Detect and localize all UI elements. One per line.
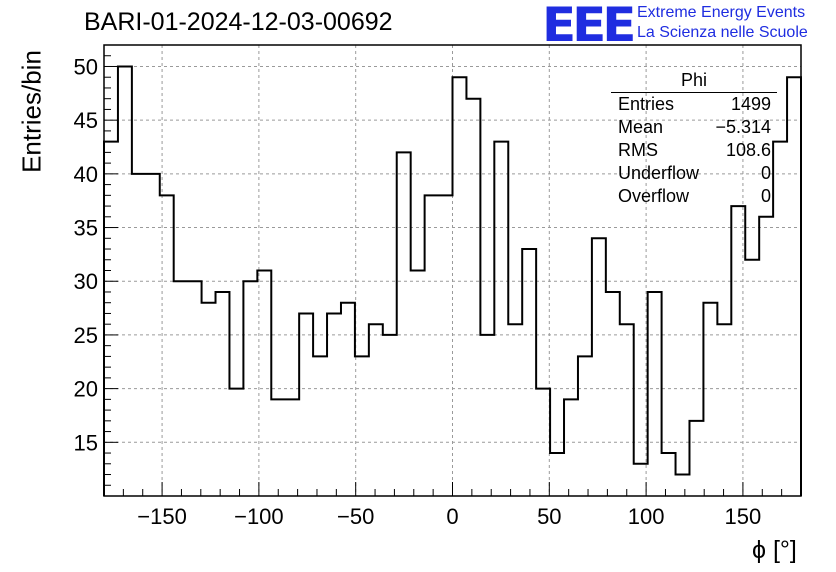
y-tick-label: 50 bbox=[74, 54, 98, 79]
histogram-bin bbox=[592, 238, 606, 496]
histogram-bin bbox=[703, 303, 717, 496]
histogram-bin bbox=[662, 453, 676, 496]
x-tick-label: 0 bbox=[446, 504, 458, 529]
stats-row: Overflow 0 bbox=[611, 185, 781, 208]
stats-row: Underflow 0 bbox=[611, 162, 781, 185]
histogram-bin bbox=[369, 324, 383, 496]
y-tick-label: 40 bbox=[74, 162, 98, 187]
stats-box: Phi Entries 1499 Mean −5.314 RMS 108.6 Underfl… bbox=[611, 70, 781, 208]
histogram-bin bbox=[620, 324, 634, 496]
histogram-bin bbox=[480, 335, 494, 496]
stats-label: RMS bbox=[618, 140, 658, 160]
stats-label: Underflow bbox=[618, 163, 700, 183]
stats-value: 1499 bbox=[730, 94, 771, 114]
stats-label: Entries bbox=[618, 94, 675, 114]
histogram-bin bbox=[564, 399, 578, 496]
x-tick-label: −150 bbox=[137, 504, 187, 529]
y-tick-label: 30 bbox=[74, 269, 98, 294]
histogram-bin bbox=[355, 356, 369, 496]
stats-row: RMS 108.6 bbox=[611, 139, 781, 162]
histogram-series bbox=[103, 65, 802, 496]
histogram-bin bbox=[425, 195, 439, 496]
histogram-bin bbox=[229, 389, 243, 496]
stats-title: Phi bbox=[611, 70, 777, 93]
eee-logo: EEE bbox=[542, 0, 636, 53]
stats-value: 0 bbox=[760, 186, 771, 206]
y-tick-label: 20 bbox=[74, 377, 98, 402]
histogram-bin bbox=[243, 281, 257, 496]
histogram-bin bbox=[522, 249, 536, 496]
histogram-bin bbox=[648, 292, 662, 496]
y-tick-label: 35 bbox=[74, 216, 98, 241]
histogram-bin bbox=[731, 206, 745, 496]
histogram-bin bbox=[299, 313, 313, 496]
histogram-bin bbox=[160, 195, 174, 496]
histogram-bin bbox=[453, 77, 467, 496]
histogram-bin bbox=[132, 174, 146, 496]
logo-line-2: La Scienza nelle Scuole bbox=[637, 24, 808, 41]
histogram-bin bbox=[717, 324, 731, 496]
x-tick-label: 150 bbox=[725, 504, 762, 529]
stats-value: 108.6 bbox=[725, 140, 771, 160]
stats-label: Overflow bbox=[618, 186, 690, 206]
histogram-bin bbox=[146, 174, 160, 496]
histogram-bin bbox=[327, 313, 341, 496]
stats-value: −5.314 bbox=[715, 117, 771, 137]
histogram-bin bbox=[466, 99, 480, 496]
histogram-bin bbox=[313, 356, 327, 496]
histogram-bin bbox=[216, 292, 230, 496]
histogram-bin bbox=[341, 303, 355, 496]
histogram-bin bbox=[285, 399, 299, 496]
x-tick-label: −50 bbox=[337, 504, 374, 529]
histogram-bin bbox=[578, 356, 592, 496]
chart-title: BARI-01-2024-12-03-00692 bbox=[84, 8, 393, 36]
histogram-bin bbox=[676, 475, 690, 496]
histogram-bin bbox=[104, 142, 118, 496]
plot-frame bbox=[103, 44, 802, 497]
histogram-bin bbox=[536, 389, 550, 496]
histogram-bin bbox=[606, 292, 620, 496]
histogram-bin bbox=[634, 464, 648, 496]
histogram-bin bbox=[550, 453, 564, 496]
logo-line-1: Extreme Energy Events bbox=[637, 4, 806, 21]
histogram-bin bbox=[759, 217, 773, 496]
histogram-bin bbox=[439, 195, 453, 496]
histogram-bin bbox=[202, 303, 216, 496]
x-tick-label: 50 bbox=[537, 504, 561, 529]
histogram-bin bbox=[118, 66, 132, 496]
stats-value: 0 bbox=[760, 163, 771, 183]
histogram-bin bbox=[383, 335, 397, 496]
histogram-bin bbox=[494, 142, 508, 496]
stats-row: Entries 1499 bbox=[611, 93, 781, 116]
histogram-bin bbox=[689, 421, 703, 496]
histogram-bin bbox=[397, 152, 411, 496]
histogram-bin bbox=[257, 271, 271, 497]
stats-row: Mean −5.314 bbox=[611, 116, 781, 139]
histogram-bin bbox=[271, 399, 285, 496]
y-tick-label: 25 bbox=[74, 323, 98, 348]
y-tick-label: 45 bbox=[74, 108, 98, 133]
histogram-bin bbox=[745, 260, 759, 496]
histogram-bin bbox=[508, 324, 522, 496]
histogram-bin bbox=[787, 77, 801, 496]
y-tick-label: 15 bbox=[74, 430, 98, 455]
stats-label: Mean bbox=[618, 117, 664, 137]
histogram-bin bbox=[411, 271, 425, 497]
histogram-bin bbox=[174, 281, 188, 496]
x-tick-label: −100 bbox=[234, 504, 284, 529]
histogram-bin bbox=[188, 281, 202, 496]
x-axis-label: ϕ [°] bbox=[752, 536, 797, 564]
x-tick-label: 100 bbox=[628, 504, 665, 529]
